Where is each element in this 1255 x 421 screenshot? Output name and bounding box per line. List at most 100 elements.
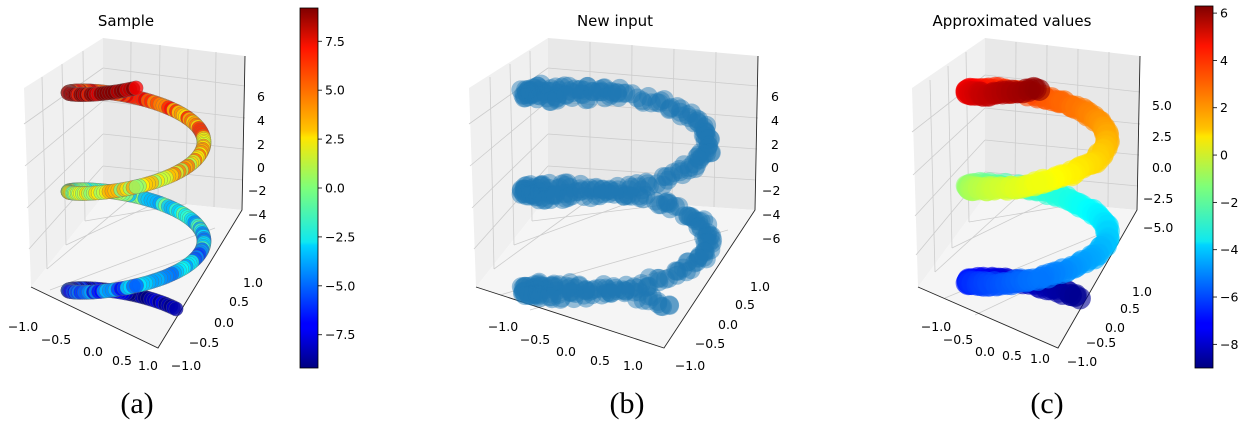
scatter-point (569, 80, 588, 100)
colorbar: 7.5 5.0 2.5 0.0 −2.5 −5.0 −7.5 (299, 7, 355, 369)
x-tick: 0.5 (590, 353, 610, 368)
scatter-point (1029, 266, 1052, 289)
scatter-point (520, 183, 540, 203)
scatter-point (565, 79, 585, 99)
y-tick-labels: 1.0 0.5 0.0 −0.5 −1.0 (1067, 284, 1152, 369)
gridlines (23, 41, 246, 298)
z-tick: −4 (762, 207, 780, 222)
scatter-point (690, 246, 709, 266)
pane-floor (476, 196, 755, 348)
scatter-point (528, 76, 548, 96)
scatter-point (693, 125, 713, 145)
scatter-point (687, 112, 707, 131)
scatter-point (614, 186, 634, 206)
scatter-point (571, 174, 591, 194)
scatter-point (593, 179, 613, 199)
scatter-point (523, 84, 543, 104)
scatter-point (520, 185, 540, 204)
scatter-point (674, 206, 694, 226)
panel-b: New input −1.0 −0.5 0.0 0.5 1.0 1.0 0.5 … (468, 12, 780, 420)
scatter-point (596, 283, 616, 303)
scatter-point (624, 277, 644, 297)
colorbar-tick: −6 (1220, 290, 1238, 305)
scatter-point (523, 285, 543, 305)
scatter-point (694, 117, 714, 137)
scatter-point (542, 287, 562, 307)
scatter-point (540, 276, 560, 296)
scatter-point (653, 175, 673, 195)
scatter-point (678, 206, 698, 226)
scatter-point (637, 278, 657, 297)
scatter-point (677, 252, 697, 272)
scatter-point (533, 175, 552, 195)
scatter-point (515, 286, 535, 306)
x-tick-labels: −1.0 −0.5 0.0 0.5 1.0 (921, 319, 1050, 366)
scatter-point (661, 98, 681, 117)
scatter-point (569, 276, 589, 296)
scatter-point (696, 123, 716, 142)
scatter-point (516, 179, 535, 199)
scatter-point (525, 187, 545, 207)
scatter-point (656, 193, 675, 213)
scatter-point (534, 277, 554, 296)
scatter-point (669, 160, 689, 179)
scatter-point (690, 216, 710, 236)
scatter-point (649, 272, 669, 292)
scatter-point (624, 282, 644, 302)
scatter-point (671, 99, 691, 119)
scatter-point (576, 279, 596, 299)
scatter-point (523, 78, 543, 98)
x-tick: 1.0 (623, 358, 643, 373)
scatter-point (559, 76, 579, 96)
scatter-point (523, 286, 543, 306)
x-tick: −0.5 (520, 332, 550, 347)
scatter-point (513, 85, 533, 105)
axis-edges (475, 55, 759, 349)
scatter-point (593, 184, 613, 204)
scatter-point (537, 88, 557, 108)
z-tick: 2 (257, 137, 265, 152)
scatter-point (511, 277, 531, 297)
scatter-point (529, 190, 549, 210)
scatter-point (525, 83, 545, 103)
scatter-point (638, 174, 657, 194)
z-tick: −4 (248, 207, 266, 222)
y-tick: −1.0 (1067, 354, 1097, 369)
scatter-point (614, 186, 634, 206)
scatter-point (530, 86, 550, 106)
scatter-point (595, 78, 615, 98)
scatter-point (517, 176, 537, 195)
scatter-point (695, 233, 715, 253)
scatter-point (697, 232, 717, 252)
scatter-point (649, 268, 669, 288)
z-tick: 5.0 (1152, 98, 1172, 113)
scatter-point (641, 93, 661, 113)
scatter-point (630, 282, 650, 302)
z-tick-labels: 5.0 2.5 0.0 −2.5 −5.0 (1143, 98, 1173, 235)
panel-caption: (b) (610, 387, 645, 420)
scatter-point (685, 253, 705, 273)
scatter-point (694, 210, 714, 230)
scatter-point (655, 269, 675, 289)
scatter-point (679, 158, 699, 178)
scatter-point (528, 187, 548, 207)
scatter-point (544, 81, 564, 101)
scatter-point (511, 80, 531, 100)
scatter-point (647, 93, 667, 112)
scatter-point (630, 188, 650, 208)
scatter-point (600, 86, 620, 106)
scatter-point (554, 184, 574, 204)
scatter-point (531, 176, 551, 196)
scatter-point (566, 182, 586, 202)
scatter-point (689, 211, 709, 231)
colorbar-tick: 0.0 (325, 181, 345, 196)
scatter-point (129, 278, 144, 293)
scatter-point (518, 79, 538, 99)
scatter-point (521, 184, 541, 204)
y-tick-labels: 1.0 0.5 0.0 −0.5 −1.0 (171, 275, 263, 373)
scatter-point (651, 296, 671, 316)
scatter-point (639, 276, 659, 296)
scatter-point (608, 180, 628, 200)
scatter-point (521, 81, 541, 101)
scatter-point (600, 282, 620, 302)
